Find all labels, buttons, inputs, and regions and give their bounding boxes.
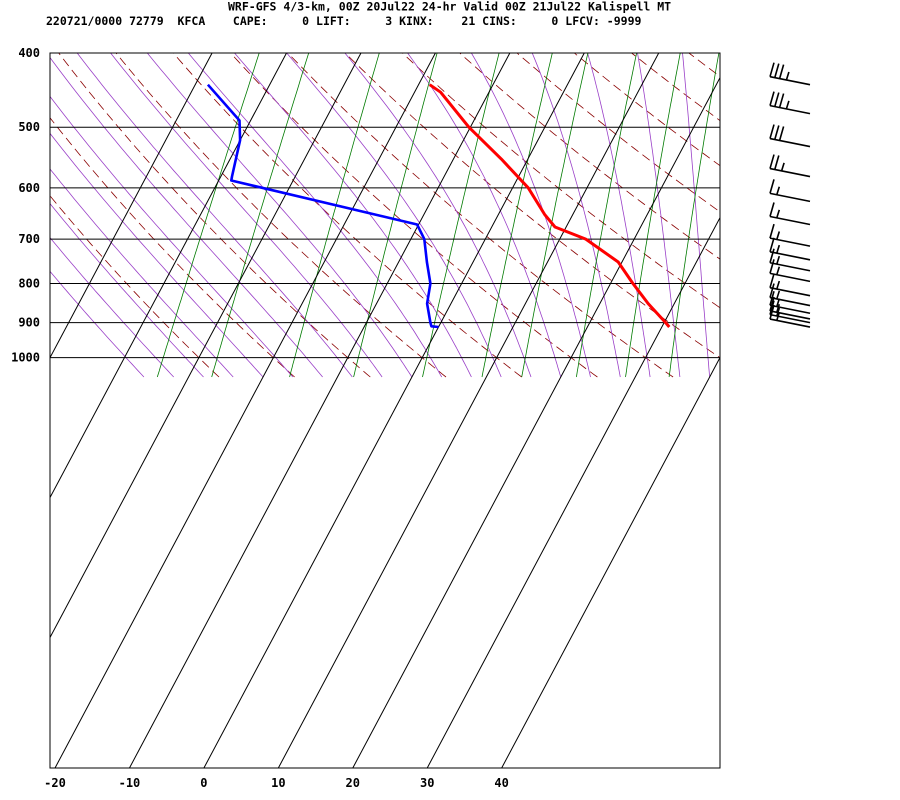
x-tick-label: 40 bbox=[494, 776, 508, 790]
moist-adiabat bbox=[407, 53, 562, 378]
background-grid bbox=[50, 36, 900, 768]
wind-barb bbox=[769, 273, 811, 297]
moist-adiabat bbox=[50, 56, 323, 378]
moist-adiabat bbox=[682, 53, 711, 378]
wind-barb bbox=[769, 223, 811, 247]
wind-barb bbox=[769, 296, 811, 320]
dry-adiabat bbox=[115, 53, 447, 378]
moist-adiabat bbox=[50, 132, 264, 378]
dry-adiabat bbox=[780, 36, 900, 377]
x-tick-label: 20 bbox=[346, 776, 360, 790]
temperature-trace bbox=[428, 83, 671, 328]
dry-adiabat bbox=[287, 53, 674, 378]
wind-barb bbox=[769, 248, 811, 272]
isotherm-line bbox=[129, 53, 511, 768]
mixing-ratio-line bbox=[576, 53, 638, 378]
wind-barb bbox=[769, 91, 811, 115]
x-tick-label: 0 bbox=[200, 776, 207, 790]
dry-adiabat bbox=[516, 53, 720, 213]
wind-barb bbox=[769, 237, 811, 261]
dry-adiabat bbox=[573, 53, 720, 167]
wind-barb bbox=[769, 283, 811, 307]
moist-adiabat bbox=[470, 53, 591, 378]
mixing-ratio-line bbox=[353, 53, 438, 378]
moist-adiabat bbox=[76, 53, 353, 378]
mixing-ratio-line bbox=[625, 53, 681, 378]
y-tick-label: 400 bbox=[18, 46, 40, 60]
moist-adiabat bbox=[344, 53, 532, 378]
dry-adiabat bbox=[630, 53, 720, 122]
dry-adiabat bbox=[723, 36, 900, 377]
mixing-ratio-line bbox=[211, 53, 310, 378]
isotherm-line bbox=[50, 53, 287, 499]
dewpoint-trace bbox=[206, 83, 439, 329]
wind-barb bbox=[769, 124, 811, 148]
dry-adiabat bbox=[836, 36, 900, 377]
sounding-info-line: 220721/0000 72779 KFCA CAPE: 0 LIFT: 3 K… bbox=[46, 14, 642, 28]
x-tick-label: -10 bbox=[119, 776, 141, 790]
mixing-ratio-line bbox=[481, 53, 553, 378]
moist-adiabat bbox=[637, 53, 681, 378]
moist-adiabat bbox=[286, 53, 502, 378]
dry-adiabat bbox=[688, 53, 720, 77]
isotherm-line bbox=[50, 53, 213, 359]
mixing-ratio-line bbox=[289, 53, 380, 378]
mixing-ratio-line bbox=[668, 53, 720, 378]
wind-barb bbox=[769, 62, 811, 86]
dry-adiabat bbox=[58, 53, 371, 378]
wind-barb bbox=[769, 154, 811, 178]
mixing-ratio-line bbox=[422, 53, 500, 378]
moist-adiabat bbox=[50, 95, 294, 378]
dry-adiabat bbox=[459, 53, 720, 260]
isotherm-line bbox=[277, 53, 660, 768]
y-tick-label: 500 bbox=[18, 120, 40, 134]
wind-barb bbox=[769, 291, 811, 315]
isotherm-line bbox=[352, 76, 720, 768]
moist-adiabat bbox=[50, 168, 234, 378]
moist-adiabat bbox=[233, 53, 472, 378]
wind-barb bbox=[769, 304, 811, 328]
isotherm-line bbox=[54, 53, 436, 768]
x-tick-label: 30 bbox=[420, 776, 434, 790]
moist-adiabat bbox=[50, 270, 145, 378]
sounding-traces bbox=[206, 83, 671, 329]
mixing-ratio-line bbox=[521, 53, 589, 378]
moist-adiabat bbox=[50, 237, 174, 378]
moist-adiabat bbox=[110, 53, 383, 378]
mixing-ratio-line bbox=[156, 53, 260, 378]
y-tick-label: 900 bbox=[18, 316, 40, 330]
axis-tick-labels: 4005006007008009001000-50-40-30-20-10010… bbox=[11, 46, 509, 790]
isotherm-line bbox=[426, 216, 720, 768]
x-tick-label: 10 bbox=[271, 776, 285, 790]
plot-frame bbox=[49, 52, 721, 769]
wind-barb bbox=[769, 179, 811, 203]
wind-barb bbox=[769, 202, 811, 226]
y-tick-label: 600 bbox=[18, 181, 40, 195]
chart-title: WRF-GFS 4/3-km, 00Z 20Jul22 24-hr Valid … bbox=[228, 0, 671, 14]
isotherm-line bbox=[50, 53, 362, 639]
dry-adiabat bbox=[893, 36, 900, 377]
isotherm-line bbox=[501, 356, 720, 768]
dry-adiabat bbox=[172, 53, 522, 378]
dry-adiabat bbox=[229, 53, 598, 378]
y-tick-label: 800 bbox=[18, 276, 40, 290]
dry-adiabat bbox=[401, 53, 720, 309]
x-tick-label: -20 bbox=[44, 776, 66, 790]
moist-adiabat bbox=[187, 53, 443, 378]
moist-adiabat bbox=[146, 53, 413, 378]
moist-adiabat bbox=[531, 53, 621, 378]
wind-barb bbox=[769, 259, 811, 283]
wind-barb bbox=[769, 300, 811, 324]
y-tick-label: 700 bbox=[18, 232, 40, 246]
y-tick-label: 1000 bbox=[11, 351, 40, 365]
isotherm-line bbox=[203, 53, 585, 768]
wind-barb-column bbox=[769, 62, 811, 328]
dry-adiabat bbox=[50, 117, 295, 378]
